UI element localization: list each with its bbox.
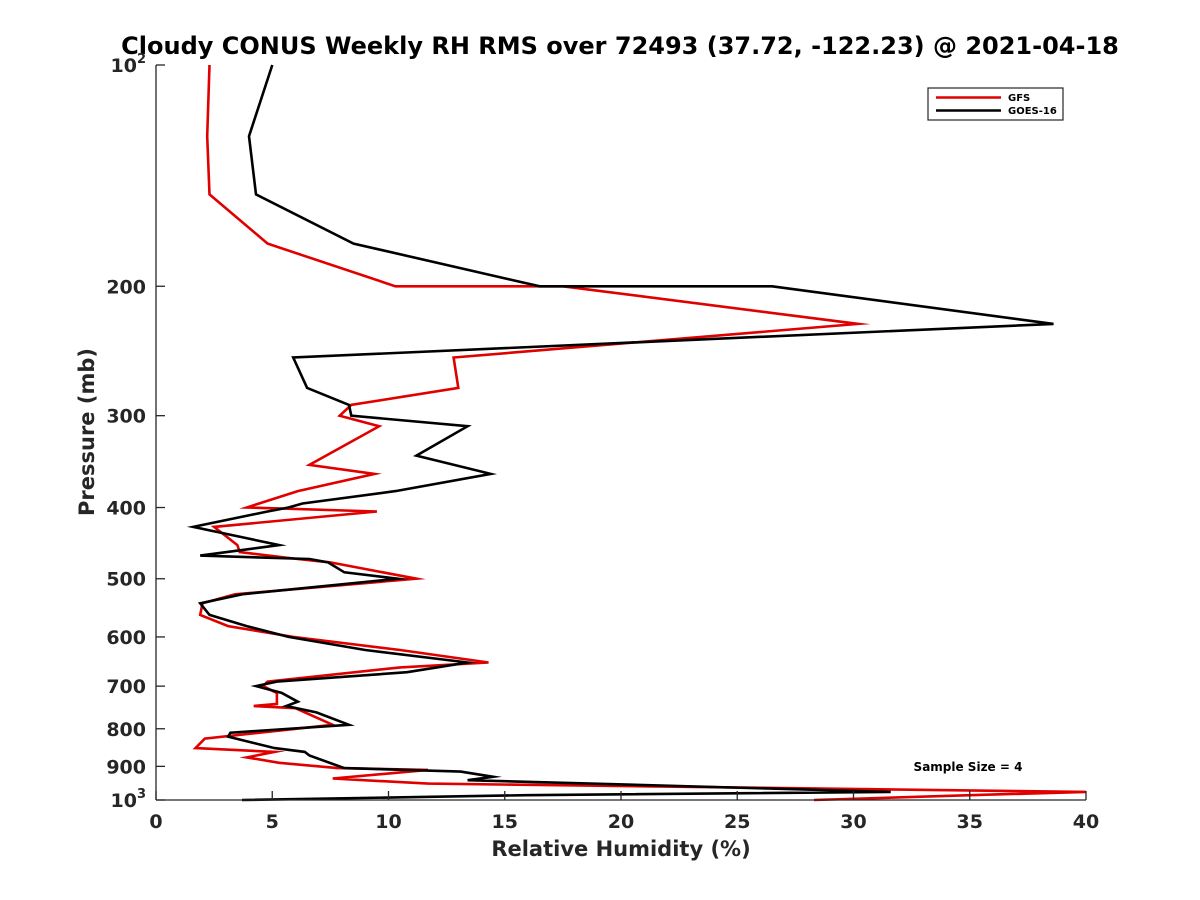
legend-label-goes16: GOES-16 <box>1008 106 1057 117</box>
legend: GFS GOES-16 <box>927 87 1064 121</box>
y-tick-label: 600 <box>106 627 146 649</box>
y-tick-label: 800 <box>106 719 146 741</box>
legend-box <box>927 87 1064 121</box>
y-tick-label: 700 <box>106 676 146 698</box>
x-axis-label: Relative Humidity (%) <box>491 837 750 861</box>
y-axis-ticks: 102 200 300 400 500 600 700 800 900 103 <box>106 52 165 812</box>
chart-title: Cloudy CONUS Weekly RH RMS over 72493 (3… <box>121 32 1119 60</box>
sample-size-annotation: Sample Size = 4 <box>914 760 1023 774</box>
legend-label-gfs: GFS <box>1008 93 1030 104</box>
series-line-gfs <box>192 64 1087 802</box>
x-tick-label: 10 <box>375 811 401 833</box>
x-tick-label: 20 <box>608 811 634 833</box>
plot-area <box>156 65 1086 800</box>
x-axis-ticks: 0 5 10 15 20 25 30 35 40 <box>149 791 1099 833</box>
series-layer <box>186 64 1087 802</box>
x-tick-label: 0 <box>149 811 162 833</box>
y-axis-label: Pressure (mb) <box>75 348 99 516</box>
x-tick-label: 30 <box>840 811 866 833</box>
x-tick-label: 15 <box>492 811 518 833</box>
y-tick-label: 900 <box>106 756 146 778</box>
series-line-goes16 <box>186 64 1054 802</box>
y-tick-label: 200 <box>106 276 146 298</box>
x-tick-label: 35 <box>957 811 983 833</box>
x-tick-label: 25 <box>724 811 750 833</box>
y-tick-label: 102 <box>111 52 147 77</box>
x-tick-label: 40 <box>1073 811 1099 833</box>
x-tick-label: 5 <box>266 811 279 833</box>
y-tick-label: 500 <box>106 569 146 591</box>
y-tick-label: 103 <box>111 787 147 812</box>
y-tick-label: 400 <box>106 498 146 520</box>
y-tick-label: 300 <box>106 406 146 428</box>
